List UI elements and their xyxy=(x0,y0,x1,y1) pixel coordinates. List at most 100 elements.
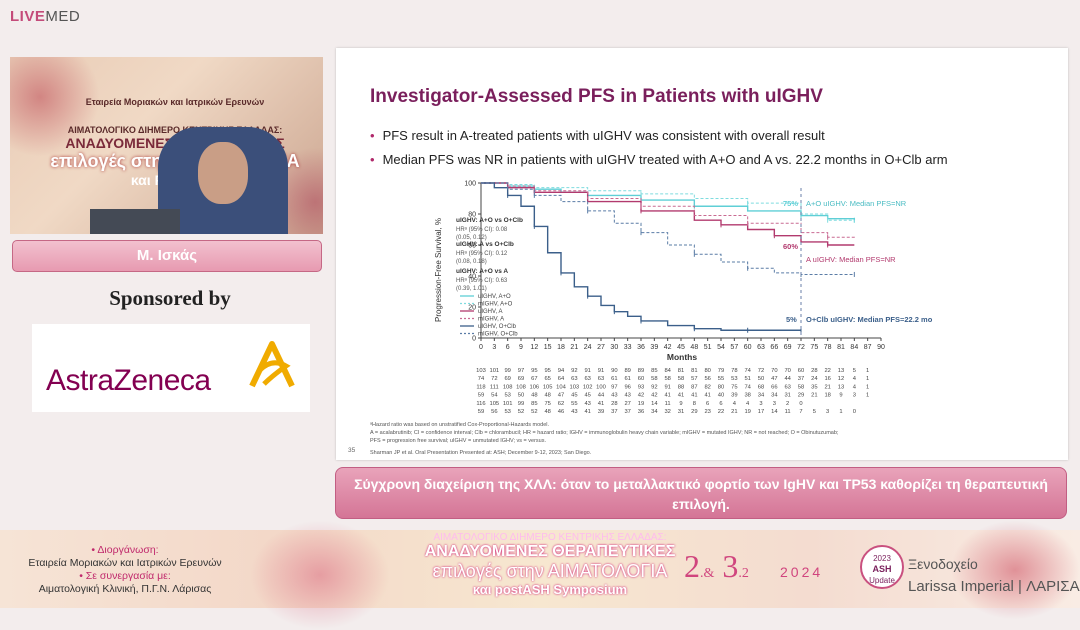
slide-title: Investigator-Assessed PFS in Patients wi… xyxy=(370,86,823,107)
risk-cell: 41 xyxy=(598,401,604,407)
venue-line2: Larissa Imperial | ΛΑΡΙΣΑ xyxy=(908,578,1080,595)
risk-cell: 62 xyxy=(558,401,564,407)
risk-cell: 48 xyxy=(544,393,550,399)
y-tick-label: 0 xyxy=(472,336,476,343)
y-axis-label: Progression-Free Survival, % xyxy=(434,218,443,322)
risk-cell: 43 xyxy=(584,401,590,407)
risk-cell: 91 xyxy=(598,368,604,374)
risk-cell: 80 xyxy=(704,368,710,374)
risk-cell: 41 xyxy=(691,393,697,399)
partner-label: • Σε συνεργασία με: xyxy=(79,570,171,582)
risk-cell: 29 xyxy=(691,409,697,415)
risk-cell: 60 xyxy=(638,376,644,382)
risk-cell: 58 xyxy=(651,376,657,382)
backdrop-line1: ΑΙΜΑΤΟΛΟΓΙΚΟ ΔΙΗΜΕΡΟ ΚΕΝΤΡΙΚΗΣ ΕΛΛΑΔΑΣ: xyxy=(67,125,283,135)
x-tick-label: 30 xyxy=(610,344,618,351)
risk-cell: 78 xyxy=(731,368,737,374)
footnote-4: Sharman JP et al. Oral Presentation Pres… xyxy=(370,450,592,456)
legend-label-3: mIGHV, A xyxy=(478,317,504,323)
x-tick-label: 6 xyxy=(506,344,510,351)
risk-cell: 22 xyxy=(824,368,830,374)
risk-cell: 56 xyxy=(704,376,710,382)
astrazeneca-logo: AstraZeneca xyxy=(32,324,310,412)
risk-cell: 31 xyxy=(678,409,684,415)
risk-cell: 1 xyxy=(866,393,869,399)
x-tick-label: 27 xyxy=(597,344,605,351)
risk-cell: 2 xyxy=(786,401,789,407)
risk-cell: 31 xyxy=(784,393,790,399)
date-month: .2 xyxy=(738,566,749,581)
risk-cell: 108 xyxy=(516,384,526,390)
risk-cell: 1 xyxy=(866,368,869,374)
risk-cell: 75 xyxy=(731,384,737,390)
risk-cell: 9 xyxy=(839,393,842,399)
risk-cell: 46 xyxy=(558,409,564,415)
risk-cell: 55 xyxy=(718,376,724,382)
risk-cell: 104 xyxy=(556,384,566,390)
risk-cell: 4 xyxy=(746,401,750,407)
risk-cell: 84 xyxy=(664,368,671,374)
risk-cell: 94 xyxy=(558,368,565,374)
risk-cell: 19 xyxy=(744,409,750,415)
risk-cell: 28 xyxy=(611,401,617,407)
risk-cell: 3 xyxy=(759,401,762,407)
risk-cell: 93 xyxy=(638,384,644,390)
risk-cell: 14 xyxy=(651,401,658,407)
risk-cell: 23 xyxy=(704,409,710,415)
risk-cell: 74 xyxy=(478,376,485,382)
risk-cell: 50 xyxy=(518,393,524,399)
risk-cell: 89 xyxy=(638,368,644,374)
annot-a-pct: 60% xyxy=(783,242,798,251)
risk-cell: 69 xyxy=(504,376,510,382)
risk-cell: 28 xyxy=(811,368,817,374)
risk-cell: 9 xyxy=(679,401,682,407)
risk-cell: 106 xyxy=(529,384,539,390)
risk-cell: 55 xyxy=(571,401,577,407)
risk-cell: 66 xyxy=(771,384,777,390)
hr-box-1-title: uIGHV: A+O vs O+Clb xyxy=(456,217,523,224)
presentation-slide: Investigator-Assessed PFS in Patients wi… xyxy=(336,48,1068,460)
risk-cell: 103 xyxy=(476,368,486,374)
date-and: .& xyxy=(700,566,715,581)
series-line-0 xyxy=(481,182,856,221)
risk-cell: 41 xyxy=(678,393,684,399)
slide-bullet-2-text: Median PFS was NR in patients with uIGHV… xyxy=(382,152,948,167)
date-day2: 3 xyxy=(722,548,739,584)
risk-cell: 35 xyxy=(811,384,817,390)
risk-cell: 95 xyxy=(544,368,550,374)
risk-cell: 85 xyxy=(651,368,657,374)
risk-cell: 75 xyxy=(544,401,550,407)
risk-cell: 101 xyxy=(489,368,499,374)
risk-cell: 3 xyxy=(853,393,856,399)
x-tick-label: 21 xyxy=(570,344,578,351)
risk-cell: 65 xyxy=(544,376,550,382)
risk-cell: 53 xyxy=(731,376,737,382)
risk-cell: 99 xyxy=(518,401,524,407)
risk-cell: 13 xyxy=(838,368,844,374)
hr-box-3-title: uIGHV: A+O vs A xyxy=(456,268,508,275)
risk-cell: 13 xyxy=(838,384,844,390)
risk-cell: 5 xyxy=(853,368,856,374)
x-tick-label: 63 xyxy=(757,344,765,351)
risk-cell: 47 xyxy=(558,393,564,399)
footnote-3: PFS = progression free survival; uIGHV =… xyxy=(370,438,546,444)
risk-cell: 97 xyxy=(518,368,524,374)
risk-cell: 21 xyxy=(731,409,737,415)
x-tick-label: 33 xyxy=(624,344,632,351)
risk-cell: 85 xyxy=(531,401,537,407)
risk-cell: 3 xyxy=(826,409,829,415)
risk-cell: 47 xyxy=(771,376,777,382)
series-line-1 xyxy=(481,182,855,224)
risk-cell: 41 xyxy=(664,393,670,399)
ash-update-badge: 2023 ASH Update xyxy=(860,545,904,589)
footer-organizers: • Διοργάνωση: Εταιρεία Μοριακών και Ιατρ… xyxy=(20,544,230,596)
risk-cell: 4 xyxy=(853,384,857,390)
risk-cell: 81 xyxy=(678,368,684,374)
x-tick-label: 81 xyxy=(837,344,845,351)
y-tick-label: 20 xyxy=(468,305,476,312)
risk-cell: 34 xyxy=(651,409,658,415)
footnote-2: A = acalabrutinib; CI = confidence inter… xyxy=(370,430,839,436)
risk-cell: 59 xyxy=(478,409,484,415)
livemed-logo: LIVEMED xyxy=(10,8,80,25)
risk-cell: 74 xyxy=(744,384,751,390)
